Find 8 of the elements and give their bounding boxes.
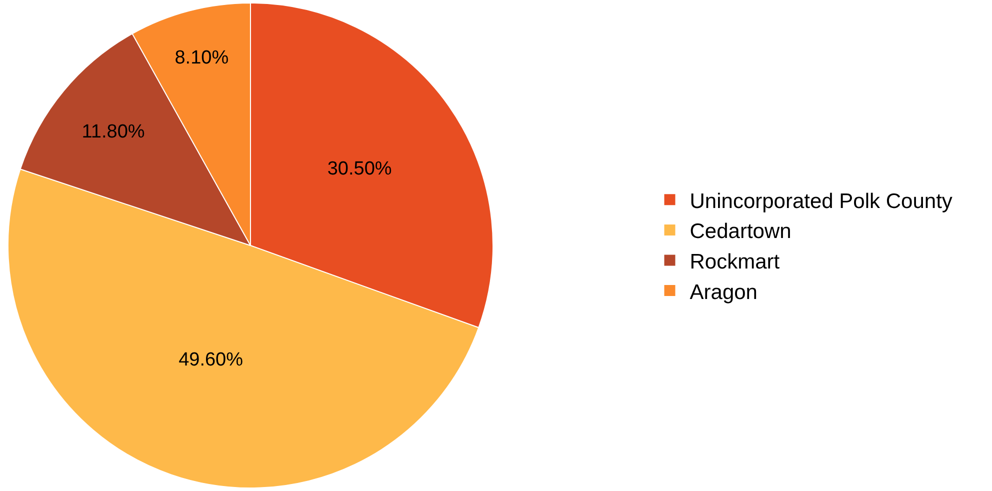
data-label: 30.50% <box>327 158 392 180</box>
legend-label: Unincorporated Polk County <box>690 190 953 213</box>
data-label: 11.80% <box>82 122 145 143</box>
legend-label: Cedartown <box>690 220 792 244</box>
legend-label: Rockmart <box>690 250 780 274</box>
data-label: 8.10% <box>174 48 229 69</box>
data-label: 49.60% <box>178 350 244 371</box>
legend-label: Aragon <box>690 280 758 304</box>
